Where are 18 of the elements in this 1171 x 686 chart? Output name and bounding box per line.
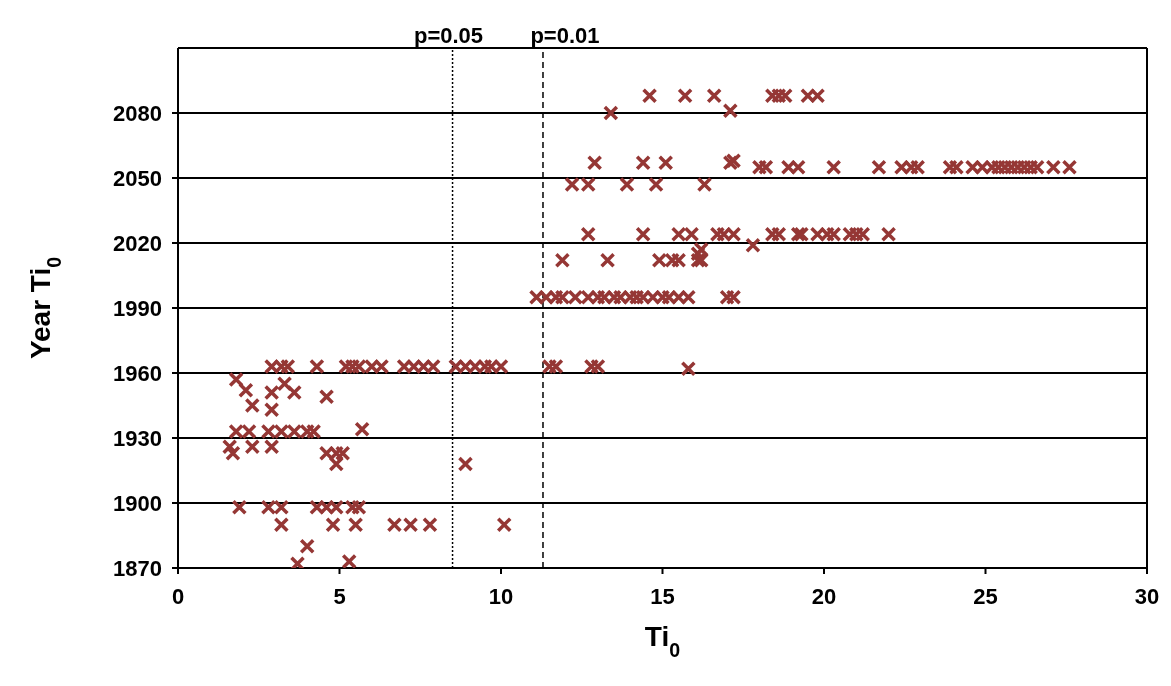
y-tick-label: 1930: [113, 425, 162, 451]
x-axis-title: Ti$_{0}$: [644, 621, 681, 661]
y-tick-label: 2020: [113, 230, 162, 256]
y-tick-label: 1900: [113, 490, 162, 516]
x-tick-label: 10: [488, 583, 514, 609]
annotation: p=0.05: [414, 23, 484, 48]
x-tick-label: 25: [973, 583, 998, 609]
y-tick-label: 2050: [113, 165, 162, 191]
annotation: p=0.01: [530, 23, 600, 48]
y-tick-label: 1990: [113, 295, 162, 321]
x-tick-label: 30: [1134, 583, 1160, 609]
x-tick-label: 5: [333, 583, 346, 609]
y-tick-label: 1870: [113, 555, 162, 581]
x-tick-label: 15: [650, 583, 675, 609]
x-tick-label: 0: [171, 583, 185, 609]
y-tick-label: 1960: [113, 360, 162, 386]
y-tick-label: 2080: [113, 100, 162, 126]
x-tick-label: 20: [811, 583, 837, 609]
